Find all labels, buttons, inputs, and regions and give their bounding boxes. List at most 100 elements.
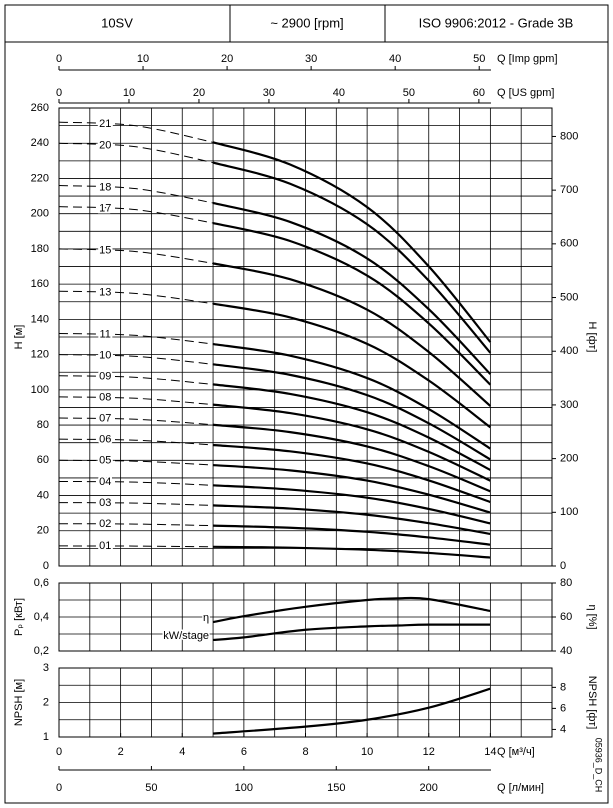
standard: ISO 9906:2012 - Grade 3B: [419, 15, 574, 30]
stage-label: 11: [100, 329, 111, 341]
curve-dashed: [58, 142, 214, 164]
curve-dashed: [58, 354, 214, 365]
curve: [212, 221, 492, 386]
y-tick-label: 0: [43, 560, 49, 572]
y-axis-label: NPSH [м]: [13, 679, 25, 726]
y-tick-label: 0,2: [34, 645, 49, 657]
y-tick-label: 140: [31, 313, 49, 325]
q-tick-label: 50: [473, 53, 485, 65]
y-tick-label: 2: [43, 696, 49, 708]
y-axis-label: Pₚ [кВт]: [13, 598, 25, 636]
curve: [212, 623, 491, 642]
y2-tick-label: 0: [560, 560, 566, 572]
q-tick-label: 6: [241, 746, 247, 758]
y2-tick-label: 500: [560, 291, 578, 303]
stage-label: 03: [99, 497, 111, 509]
stage-label: 15: [99, 244, 111, 256]
curve: [212, 423, 491, 493]
stage-label: 17: [99, 202, 111, 214]
q-tick-label: 10: [123, 87, 135, 99]
q-tick-label: 30: [263, 87, 275, 99]
curve-dashed: [58, 438, 214, 446]
y2-tick-label: 60: [560, 611, 572, 623]
curve: [212, 687, 491, 735]
plot-frame: [58, 582, 553, 652]
frame: [4, 4, 609, 804]
curve: [213, 484, 491, 525]
y2-tick-label: 200: [560, 453, 578, 465]
q-tick-label: 12: [423, 746, 435, 758]
curve: [212, 403, 491, 482]
plot-frame: [58, 107, 553, 567]
speed: ~ 2900 [rpm]: [270, 15, 343, 30]
y-tick-label: 160: [31, 278, 49, 290]
y2-axis-label: NPSH [фт]: [586, 676, 598, 730]
curve: [212, 363, 491, 461]
stage-label: 02: [99, 518, 111, 530]
curve-dashed: [58, 523, 214, 527]
curve-dashed: [58, 332, 214, 345]
curve: [213, 504, 491, 536]
q-axis-label: Q [м³/ч]: [497, 746, 535, 758]
q-tick-label: 150: [327, 782, 345, 794]
stage-label: 05: [99, 455, 111, 467]
y2-tick-label: 8: [560, 681, 566, 693]
series-label: kW/stage: [163, 630, 209, 642]
y-tick-label: 240: [31, 137, 49, 149]
code: 05936_D_CH: [594, 738, 604, 793]
curve-dashed: [58, 459, 214, 466]
y-tick-label: 3: [43, 662, 49, 674]
q-tick-label: 20: [221, 53, 233, 65]
curve: [212, 141, 492, 343]
curve: [213, 545, 491, 559]
y2-axis-label: H [фт]: [586, 322, 598, 353]
q-axis-label: Q [Imp gpm]: [497, 53, 558, 65]
y2-tick-label: 700: [560, 184, 578, 196]
y2-tick-label: 4: [560, 723, 566, 735]
q-tick-label: 2: [118, 746, 124, 758]
q-tick-label: 100: [235, 782, 253, 794]
curve-dashed: [58, 502, 214, 506]
y-axis-label: H [м]: [13, 325, 25, 350]
plot-frame: [58, 667, 553, 738]
q-tick-label: 30: [305, 53, 317, 65]
q-tick-label: 20: [193, 87, 205, 99]
curve-dashed: [58, 375, 214, 385]
stage-label: 10: [99, 350, 111, 362]
q-tick-label: 10: [361, 746, 373, 758]
curve: [212, 342, 491, 450]
q-tick-label: 60: [473, 87, 485, 99]
y2-tick-label: 100: [560, 506, 578, 518]
y2-tick-label: 80: [560, 577, 572, 589]
y-tick-label: 200: [31, 208, 49, 220]
curve: [212, 463, 491, 514]
curve-dashed: [58, 185, 214, 204]
q-tick-label: 0: [56, 53, 62, 65]
q-axis-label: Q [US gpm]: [497, 87, 554, 99]
stage-label: 09: [99, 371, 111, 383]
stage-label: 07: [99, 413, 111, 425]
q-tick-label: 40: [333, 87, 345, 99]
stage-label: 04: [99, 476, 111, 488]
q-tick-label: 8: [302, 746, 308, 758]
y2-tick-label: 300: [560, 399, 578, 411]
q-tick-label: 0: [56, 746, 62, 758]
curve-dashed: [58, 480, 214, 486]
q-tick-label: 40: [389, 53, 401, 65]
q-tick-label: 0: [56, 782, 62, 794]
curve: [212, 161, 492, 354]
stage-label: 08: [99, 392, 111, 404]
q-tick-label: 0: [56, 87, 62, 99]
y-tick-label: 0,6: [34, 577, 49, 589]
y-tick-label: 20: [37, 525, 49, 537]
curve: [213, 524, 491, 546]
curve: [212, 596, 491, 624]
curve: [212, 302, 492, 429]
curve-dashed: [58, 206, 214, 224]
y2-tick-label: 6: [560, 702, 566, 714]
q-tick-label: 14: [484, 746, 496, 758]
curve: [212, 201, 492, 375]
q-tick-label: 50: [145, 782, 157, 794]
y-tick-label: 100: [31, 384, 49, 396]
